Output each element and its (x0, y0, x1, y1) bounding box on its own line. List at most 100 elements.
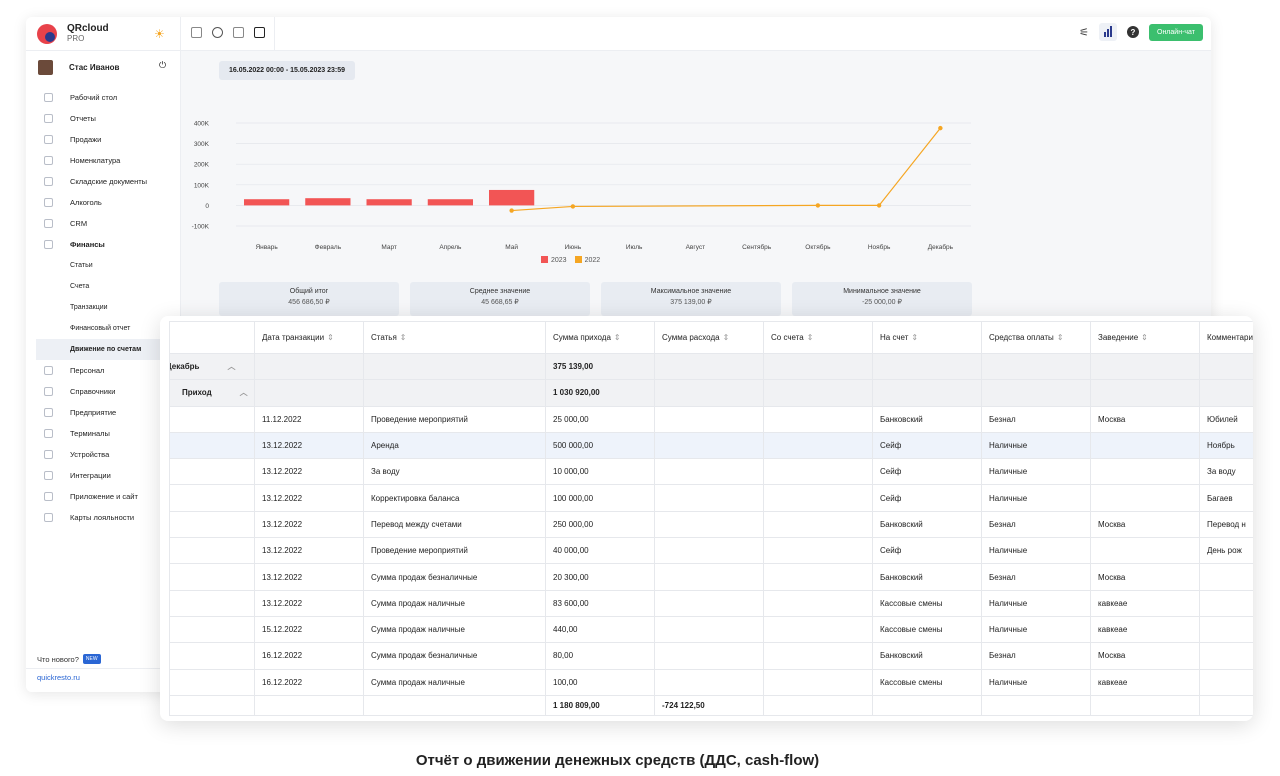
help-icon[interactable]: ? (1127, 26, 1139, 38)
x-tick-label: Апрель (439, 244, 462, 251)
chart-toggle-icon[interactable] (1099, 23, 1117, 41)
group-row[interactable]: Декабрь ︿ 375 139,00 (169, 352, 1253, 381)
sidebar-item-menu24[interactable]: Устройства (26, 444, 181, 465)
table-row[interactable]: 13.12.2022 Сумма продаж безналичные 20 300… (169, 563, 1253, 591)
finance-subitem-0[interactable]: Статьи (70, 262, 93, 269)
sort-icon[interactable]: ⇕ (1141, 333, 1148, 342)
table-cell (1090, 484, 1200, 512)
sidebar-item-menu6[interactable]: CRM (26, 213, 181, 234)
column-header[interactable]: На счет ⇕ (872, 321, 982, 354)
legend-item[interactable]: 2022 (574, 256, 600, 264)
sidebar-item-menu25[interactable]: Интеграции (26, 465, 181, 486)
column-header[interactable]: Со счета ⇕ (763, 321, 873, 354)
sidebar-item-menu3[interactable]: Номенклатура (26, 150, 181, 171)
table-row[interactable]: 16.12.2022 Сумма продаж безналичные 80,00 Б… (169, 642, 1253, 670)
online-chat-button[interactable]: Онлайн-чат (1149, 23, 1203, 41)
save-icon[interactable] (191, 27, 202, 38)
table-row[interactable]: 13.12.2022 Перевод между счетами 250 000,0… (169, 510, 1253, 539)
finance-subitem-3[interactable]: Финансовый отчет (70, 325, 131, 332)
table-row[interactable]: 13.12.2022 Аренда 500 000,00 Сейф Наличные Но… (169, 431, 1253, 460)
sidebar-item-menu7[interactable]: Финансы (26, 234, 181, 255)
y-tick-label: 400K (194, 121, 210, 128)
table-row[interactable]: 11.12.2022 Проведение мероприятий 25 000,0… (169, 405, 1253, 433)
sidebar-item-menu0[interactable]: Рабочий стол (26, 87, 181, 108)
table-cell (763, 484, 873, 512)
column-header[interactable]: Сумма расхода ⇕ (654, 321, 764, 354)
finance-subitem-2[interactable]: Транзакции (70, 304, 108, 311)
sidebar-item-menu21[interactable]: Справочники (26, 381, 181, 402)
table-cell: Сумма продаж наличные (363, 589, 546, 617)
table-row[interactable]: 13.12.2022 Сумма продаж наличные 83 600,00… (169, 589, 1253, 617)
table-cell (763, 589, 873, 617)
column-header[interactable]: Средства оплаты ⇕ (981, 321, 1091, 354)
logout-icon[interactable]: ⏻ (159, 60, 167, 70)
refresh-icon[interactable] (212, 27, 223, 38)
table-cell: Кассовые смены (872, 589, 982, 617)
chevron-up-icon[interactable]: ︿ (227, 362, 236, 372)
table-row[interactable]: 13.12.2022 Корректировка баланса 100 000,0… (169, 484, 1253, 512)
y-tick-label: 200K (194, 162, 210, 169)
table-row[interactable]: 13.12.2022 За воду 10 000,00 Сейф Наличные За… (169, 458, 1253, 486)
table-row[interactable]: 16.12.2022 Сумма продаж наличные 100,00 Кас… (169, 668, 1253, 696)
table-row[interactable]: 15.12.2022 Сумма продаж наличные 440,00 Кас… (169, 615, 1253, 644)
copy-icon[interactable] (233, 27, 244, 38)
brand[interactable]: QRcloud PRO ☀ (26, 17, 180, 51)
theme-toggle-icon[interactable]: ☀ (154, 27, 165, 41)
sidebar-item-menu26[interactable]: Приложение и сайт (26, 486, 181, 507)
group-label-cell: Приход ︿ (169, 379, 255, 407)
reports-icon (44, 114, 53, 123)
group-cell (763, 379, 873, 407)
sidebar-item-menu4[interactable]: Складские документы (26, 171, 181, 192)
sort-icon[interactable]: ⇕ (911, 333, 919, 342)
column-header[interactable]: Сумма прихода ⇕ (545, 321, 655, 354)
finance-subitem-4[interactable]: Движение по счетам (36, 339, 181, 360)
whats-new-link[interactable]: Что нового? NEW (37, 654, 101, 664)
sidebar-item-menu5[interactable]: Алкоголь (26, 192, 181, 213)
finance-icon (44, 240, 53, 249)
sort-icon[interactable]: ⇕ (806, 333, 814, 342)
transactions-panel: Дата транзакции ⇕ Статья ⇕ Сумма прихода ⇕ Сум… (160, 316, 1253, 721)
table-cell: День рож (1199, 537, 1253, 565)
group-cell (654, 352, 764, 381)
table-cell: Наличные (981, 484, 1091, 512)
table-cell (1199, 668, 1253, 696)
table-cell: кавкеае (1090, 615, 1200, 644)
sort-icon[interactable]: ⇕ (1056, 333, 1064, 342)
sort-icon[interactable]: ⇕ (327, 333, 334, 342)
sidebar-item-menu27[interactable]: Карты лояльности (26, 507, 181, 528)
sidebar-item-menu1[interactable]: Отчеты (26, 108, 181, 129)
table-cell (169, 563, 255, 591)
legend-item[interactable]: 2023 (541, 256, 567, 264)
filter-settings-icon[interactable]: ⚟ (1079, 26, 1089, 39)
table-cell: Наличные (981, 431, 1091, 460)
sort-icon[interactable]: ⇕ (399, 333, 407, 342)
export-icon[interactable] (254, 27, 265, 38)
group-row[interactable]: Приход ︿ 1 030 920,00 (169, 379, 1253, 407)
column-header[interactable]: Статья ⇕ (363, 321, 546, 354)
column-header[interactable]: Заведение ⇕ (1090, 321, 1200, 354)
finance-subitem-1[interactable]: Счета (70, 283, 90, 290)
user-profile[interactable]: Стас Иванов ⏻ (38, 60, 168, 75)
table-cell (654, 405, 764, 433)
sort-icon[interactable]: ⇕ (613, 333, 621, 342)
sidebar-item-menu20[interactable]: Персонал (26, 360, 181, 381)
column-header[interactable]: Комментарий (1199, 321, 1253, 354)
sidebar-item-menu2[interactable]: Продажи (26, 129, 181, 150)
sidebar-item-menu23[interactable]: Терминалы (26, 423, 181, 444)
site-link[interactable]: quickresto.ru (37, 673, 80, 682)
table-cell (654, 563, 764, 591)
chevron-up-icon[interactable]: ︿ (239, 388, 248, 398)
group-cell: 375 139,00 (545, 352, 655, 381)
logo-icon (37, 23, 57, 44)
table-cell (763, 563, 873, 591)
sort-icon[interactable]: ⇕ (722, 333, 730, 342)
table-cell: кавкеае (1090, 589, 1200, 617)
column-header[interactable]: Дата транзакции ⇕ (254, 321, 364, 354)
sidebar-item-label: Интеграции (70, 471, 111, 480)
table-cell (169, 589, 255, 617)
point-2022 (876, 203, 882, 208)
card-icon (44, 513, 53, 522)
sidebar-item-menu22[interactable]: Предприятие (26, 402, 181, 423)
date-range-picker[interactable]: 16.05.2022 00:00 - 15.05.2023 23:59 (219, 61, 355, 80)
table-row[interactable]: 13.12.2022 Проведение мероприятий 40 000,0… (169, 537, 1253, 565)
